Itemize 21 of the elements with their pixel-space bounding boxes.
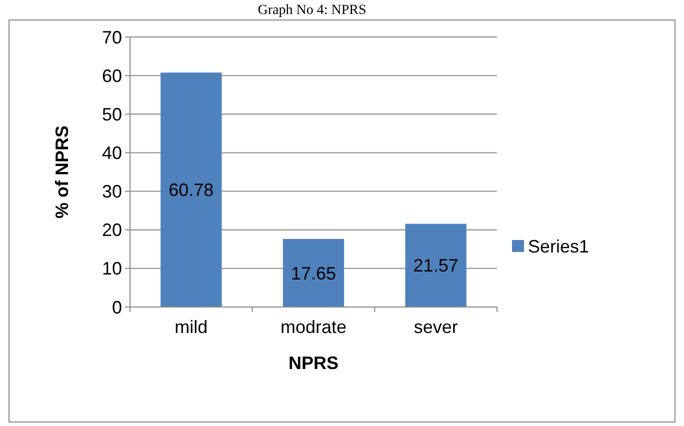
bar [282,238,344,307]
y-tick-label: 70 [102,27,122,48]
legend-label: Series1 [528,236,590,256]
y-axis-title: % of NPRS [52,125,72,219]
data-label: 21.57 [413,256,458,276]
x-tick-label: modrate [280,317,347,337]
x-tick-label: mild [174,317,208,337]
x-axis-title: NPRS [288,353,339,373]
y-tick-label: 40 [102,143,122,164]
y-tick-label: 20 [102,220,122,240]
data-label: 17.65 [290,263,336,284]
y-tick-label: 0 [112,297,122,318]
y-tick-label: 10 [102,258,122,279]
chart-title: Graph No 4: NPRS [258,3,366,18]
y-tick-label: 60 [102,66,122,86]
bar [160,72,222,307]
x-tick-label: sever [414,317,458,337]
y-tick-label: 30 [102,182,122,202]
bar [405,224,466,307]
data-label: 60.78 [168,180,214,200]
y-tick-label: 50 [102,104,122,124]
